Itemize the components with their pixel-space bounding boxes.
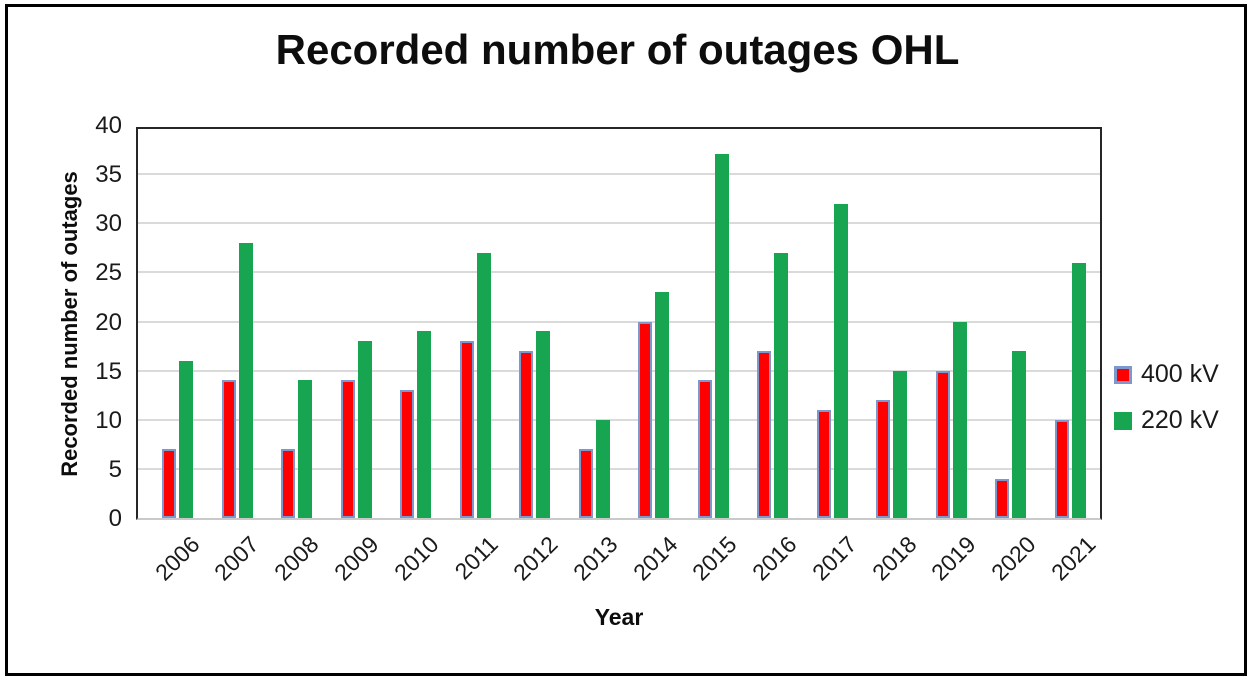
legend: 400 kV 220 kV xyxy=(1114,360,1219,435)
gridline-35 xyxy=(138,173,1100,176)
x-tick-2009: 2009 xyxy=(328,531,384,586)
bar-400kv-2021 xyxy=(1054,419,1069,518)
legend-label: 400 kV xyxy=(1141,360,1219,388)
y-axis-title: Recorded number of outages xyxy=(57,171,82,477)
x-axis-title: Year xyxy=(594,604,644,630)
legend-swatch-220kv xyxy=(1114,411,1132,430)
bar-400kv-2019 xyxy=(935,370,950,518)
bar-group-2019 xyxy=(922,129,982,518)
y-tick-35: 35 xyxy=(95,161,122,189)
bar-400kv-2006 xyxy=(162,449,177,518)
bar-220kv-2018 xyxy=(893,370,908,518)
x-tick-2011: 2011 xyxy=(449,531,504,585)
bar-400kv-2007 xyxy=(221,380,236,518)
gridline-15 xyxy=(138,369,1100,372)
bar-400kv-2020 xyxy=(995,478,1010,518)
bar-400kv-2017 xyxy=(816,409,831,518)
x-tick-2016: 2016 xyxy=(747,531,802,586)
bar-400kv-2011 xyxy=(459,341,474,518)
bar-group-2012 xyxy=(505,129,565,518)
bar-220kv-2013 xyxy=(595,419,610,518)
y-tick-25: 25 xyxy=(95,259,122,287)
y-tick-5: 5 xyxy=(108,455,122,483)
bar-400kv-2008 xyxy=(281,449,296,518)
bar-group-2017 xyxy=(803,129,863,518)
x-tick-2014: 2014 xyxy=(627,531,683,586)
bar-group-2013 xyxy=(565,129,625,518)
bar-220kv-2019 xyxy=(952,321,967,518)
y-tick-30: 30 xyxy=(95,210,122,238)
bar-220kv-2017 xyxy=(833,203,848,518)
legend-item-220kv: 220 kV xyxy=(1114,406,1219,435)
bar-400kv-2010 xyxy=(400,390,415,518)
bar-220kv-2008 xyxy=(298,380,313,518)
bar-220kv-2015 xyxy=(714,154,729,518)
bar-220kv-2011 xyxy=(476,252,491,518)
chart-title: Recorded number of outages OHL xyxy=(275,26,960,73)
gridline-10 xyxy=(138,418,1100,421)
x-tick-2012: 2012 xyxy=(508,531,563,586)
y-tick-10: 10 xyxy=(95,406,122,434)
x-tick-2020: 2020 xyxy=(986,531,1041,586)
x-tick-2007: 2007 xyxy=(209,531,265,586)
x-tick-2018: 2018 xyxy=(866,531,922,586)
bar-400kv-2018 xyxy=(876,400,891,518)
bar-group-2020 xyxy=(981,129,1041,518)
bar-group-2007 xyxy=(208,129,268,518)
bar-400kv-2015 xyxy=(697,380,712,518)
bar-400kv-2009 xyxy=(340,380,355,518)
x-tick-2019: 2019 xyxy=(926,531,982,586)
bar-group-2009 xyxy=(327,129,387,518)
y-tick-15: 15 xyxy=(95,357,122,385)
y-tick-20: 20 xyxy=(95,308,122,336)
x-tick-2015: 2015 xyxy=(687,531,743,586)
bar-group-2014 xyxy=(624,129,684,518)
bar-400kv-2016 xyxy=(757,350,772,518)
gridline-25 xyxy=(138,271,1100,274)
bar-220kv-2020 xyxy=(1012,350,1027,518)
bar-220kv-2007 xyxy=(238,242,253,518)
x-tick-2021: 2021 xyxy=(1045,531,1101,586)
bar-group-2016 xyxy=(743,129,803,518)
bar-220kv-2016 xyxy=(774,252,789,518)
bar-220kv-2014 xyxy=(655,292,670,518)
x-tick-2006: 2006 xyxy=(149,531,205,586)
gridline-5 xyxy=(138,467,1100,470)
bar-400kv-2013 xyxy=(578,449,593,518)
bar-group-2015 xyxy=(684,129,744,518)
bar-220kv-2012 xyxy=(536,331,551,518)
bar-group-2010 xyxy=(386,129,446,518)
bar-400kv-2012 xyxy=(519,350,534,518)
x-tick-2008: 2008 xyxy=(269,531,324,586)
bar-220kv-2021 xyxy=(1071,262,1086,518)
legend-label: 220 kV xyxy=(1141,406,1219,434)
x-tick-2010: 2010 xyxy=(388,531,444,586)
bar-group-2008 xyxy=(267,129,327,518)
bar-group-2006 xyxy=(148,129,208,518)
y-tick-0: 0 xyxy=(108,504,122,532)
y-tick-40: 40 xyxy=(95,111,122,139)
legend-item-400kv: 400 kV xyxy=(1114,360,1219,389)
plot-area xyxy=(136,127,1102,520)
gridline-20 xyxy=(138,320,1100,323)
gridline-30 xyxy=(138,222,1100,225)
bar-220kv-2009 xyxy=(357,341,372,518)
bar-220kv-2006 xyxy=(179,360,194,518)
x-tick-2017: 2017 xyxy=(806,531,862,586)
bar-group-2018 xyxy=(862,129,922,518)
legend-swatch-400kv xyxy=(1114,365,1132,384)
bar-group-2021 xyxy=(1041,129,1101,518)
bar-220kv-2010 xyxy=(417,331,432,518)
bar-400kv-2014 xyxy=(638,321,653,518)
bar-group-2011 xyxy=(446,129,506,518)
x-tick-2013: 2013 xyxy=(567,531,623,586)
bar-series-container xyxy=(138,129,1100,518)
